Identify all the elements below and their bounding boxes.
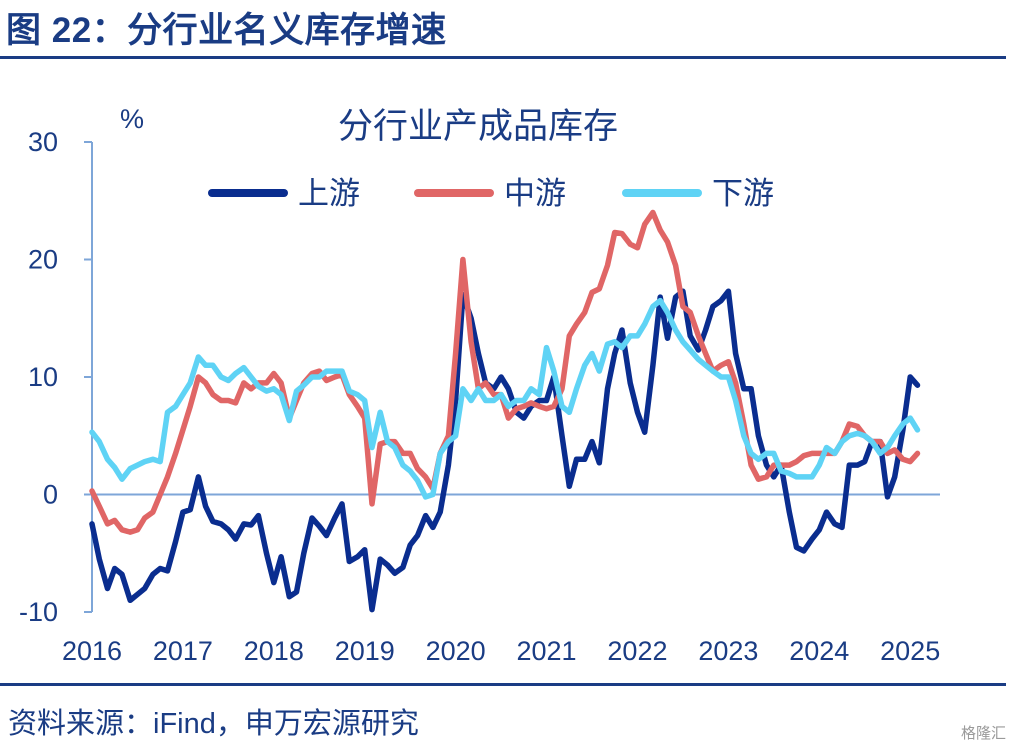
footer-rule — [0, 683, 1006, 686]
legend: 上游 中游 下游 — [208, 176, 774, 211]
series-line-3 — [89, 297, 921, 500]
watermark: 格隆汇 — [960, 725, 1006, 742]
axes: -10 0 10 20 30 2016 2017 2018 2019 2020 2021 2022 20… — [19, 127, 940, 666]
x-tick-label: 2017 — [153, 636, 213, 666]
x-tick-label: 2023 — [698, 636, 758, 666]
y-tick-label: 20 — [28, 245, 58, 275]
legend-label: 下游 — [712, 176, 774, 211]
x-tick-label: 2016 — [62, 636, 122, 666]
y-tick-label: 30 — [28, 127, 58, 157]
y-tick-label: 10 — [28, 362, 58, 392]
x-tick-label: 2021 — [517, 636, 577, 666]
x-tick-label: 2024 — [789, 636, 849, 666]
series-lines — [89, 209, 921, 613]
line-chart: % 分行业产成品库存 上游 中游 下游 -10 0 10 20 30 2016 2017 2018… — [19, 104, 940, 666]
x-tick-label: 2019 — [335, 636, 395, 666]
chart-title: 分行业产成品库存 — [338, 107, 618, 146]
figure-title: 图 22：分行业名义库存增速 — [6, 11, 447, 50]
title-rule — [0, 56, 1006, 59]
y-tick-label: -10 — [19, 597, 58, 627]
legend-label: 中游 — [504, 176, 566, 211]
y-tick-label: 0 — [43, 480, 58, 510]
x-tick-label: 2020 — [426, 636, 486, 666]
x-tick-label: 2018 — [244, 636, 304, 666]
x-tick-label: 2025 — [880, 636, 940, 666]
x-tick-label: 2022 — [607, 636, 667, 666]
source-note: 资料来源：iFind，申万宏源研究 — [8, 708, 419, 740]
legend-label: 上游 — [298, 176, 360, 211]
series-line-1 — [89, 288, 921, 613]
y-axis-unit: % — [120, 104, 144, 134]
